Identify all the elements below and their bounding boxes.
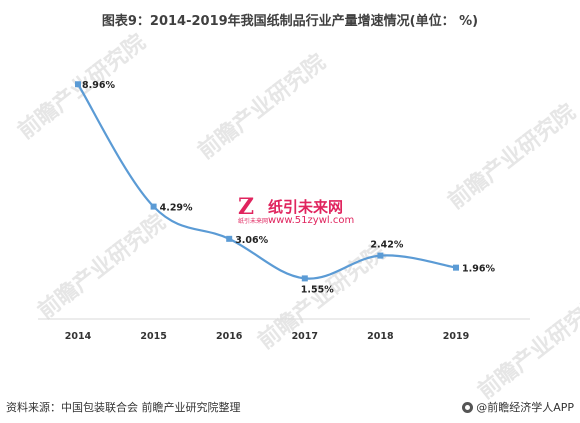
x-tick-label: 2014 xyxy=(65,331,92,342)
logo-sub-text: 纸引未来网 xyxy=(238,218,269,225)
x-tick-label: 2018 xyxy=(367,331,394,342)
source-note: 资料来源：中国包装联合会 前瞻产业研究院整理 xyxy=(6,401,241,414)
data-point-marker xyxy=(75,81,81,88)
data-point-marker xyxy=(226,235,233,242)
x-tick-label: 2015 xyxy=(140,331,166,342)
data-label: 3.06% xyxy=(235,235,268,246)
data-label: 8.96% xyxy=(82,80,115,91)
data-point-marker xyxy=(453,264,459,271)
data-label: 4.29% xyxy=(160,203,193,214)
logo-name: 纸引未来网 xyxy=(268,198,344,216)
x-tick-label: 2017 xyxy=(292,331,318,342)
overlay-logo: Z 纸引未来网 纸引未来网 www.51zywl.com xyxy=(238,196,358,226)
chart-title: 图表9：2014-2019年我国纸制品行业产量增速情况(单位： %) xyxy=(101,14,479,29)
data-label: 1.96% xyxy=(462,264,495,275)
data-point-marker xyxy=(150,203,157,210)
data-point-marker xyxy=(377,252,384,259)
brand-credit: @前瞻经济学人APP xyxy=(462,399,574,415)
data-label: 1.55% xyxy=(301,284,334,295)
logo-url: www.51zywl.com xyxy=(268,215,355,226)
data-point-marker xyxy=(301,275,308,282)
z-logo-icon: Z xyxy=(238,194,255,220)
x-tick-label: 2019 xyxy=(443,331,469,342)
brand-credit-text: @前瞻经济学人APP xyxy=(476,401,574,414)
data-label: 2.42% xyxy=(370,240,403,251)
x-tick-label: 2016 xyxy=(216,331,243,342)
brand-logo-icon xyxy=(462,401,474,413)
